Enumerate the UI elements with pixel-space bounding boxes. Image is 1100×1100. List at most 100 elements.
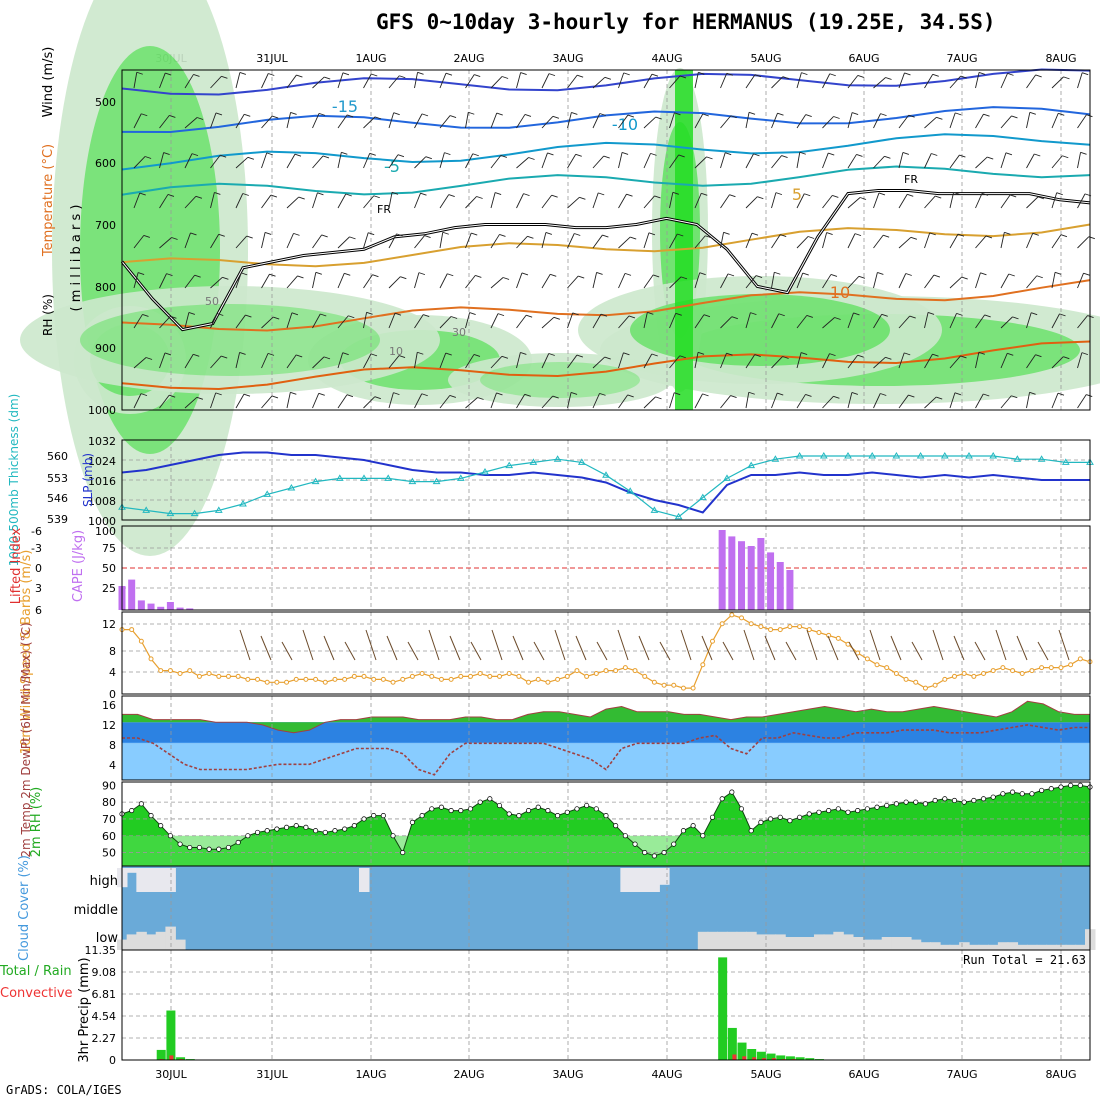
rh-light-area [448, 353, 672, 407]
wind-barb-flag [214, 192, 221, 195]
wind-speed-marker [158, 668, 164, 674]
wind-barb-10m [554, 629, 566, 661]
wind-barb [490, 234, 500, 249]
rh-marker [264, 828, 270, 834]
rh-marker [361, 816, 367, 822]
wind-barb [363, 153, 371, 169]
wind-barb [873, 314, 883, 329]
wind-barb [261, 194, 272, 209]
wind-speed-marker [593, 671, 599, 676]
wind-barb-flag [141, 113, 148, 117]
wind-barb-flag [317, 192, 324, 196]
wind-barb-flag [701, 192, 708, 196]
wind-tick: 4 [109, 666, 116, 679]
wind-barb [184, 354, 194, 369]
slp-tick: 1032 [88, 435, 116, 448]
cloud-low-cell [920, 942, 931, 950]
wind-speed-marker [477, 671, 483, 676]
wind-speed-marker [690, 685, 696, 691]
wind-barb [796, 315, 808, 329]
wind-barb [1077, 72, 1083, 89]
wind-barb-flag [983, 113, 990, 117]
wind-barb [159, 273, 167, 289]
cloud-low-cell [833, 931, 844, 950]
wind-barb-flag [523, 193, 530, 197]
wind-barb-flag [344, 272, 351, 276]
thickness-marker [142, 506, 151, 513]
wind-barb-flag [520, 72, 527, 75]
wind-barb-flag [374, 116, 382, 120]
wind-barb-flag [399, 75, 406, 79]
wind-barb-flag [929, 232, 936, 236]
rh-marker [409, 819, 415, 825]
wind-barb [873, 155, 885, 169]
xsec-y-tick: 600 [95, 157, 116, 170]
wind-barb [745, 354, 756, 369]
wind-barb [847, 75, 859, 89]
rh-marker [768, 816, 774, 822]
wind-barb [567, 275, 579, 289]
rh-marker [700, 833, 706, 839]
precip-ylabel-conv: Convective [0, 986, 73, 1001]
wind-barb [1026, 153, 1035, 169]
wind-barb [490, 155, 502, 169]
wind-barb-flag [833, 116, 840, 119]
wind-speed-marker [574, 668, 580, 674]
wind-barb [1000, 353, 1008, 369]
wind-barb-flag [1063, 356, 1070, 360]
precip-tick: 0 [109, 1054, 116, 1067]
wind-barb [490, 277, 504, 289]
rh-moist-area [480, 362, 640, 398]
wind-barb-flag [552, 395, 559, 399]
wind-barb-flag [369, 152, 376, 156]
rh-marker [835, 806, 841, 812]
rh-marker [187, 844, 193, 851]
wind-barb-flag [266, 152, 273, 156]
wind-barb-flag [960, 355, 967, 359]
wind-barb-flag [647, 311, 654, 315]
wind-barb-flag [885, 356, 892, 360]
wind-barb [1077, 114, 1087, 129]
wind-barb-flag [1029, 111, 1036, 115]
wind-barb-flag [315, 271, 322, 275]
wind-barb-flag [190, 232, 197, 236]
wind-barb-flag [1036, 275, 1043, 279]
lifted-tick: 0 [35, 562, 42, 575]
wind-barb-flag [959, 154, 966, 158]
wind-barb-flag [215, 112, 223, 116]
cape-bar [176, 607, 184, 610]
wind-speed-marker [487, 673, 493, 679]
wind-barb [159, 194, 169, 209]
wind-barb-10m [764, 635, 776, 661]
contour-label: 10 [389, 345, 403, 358]
wind-speed-marker [680, 685, 686, 691]
wind-barb-flag [374, 396, 381, 400]
wind-barb [669, 192, 674, 209]
wind-barb [184, 74, 194, 89]
wind-speed-marker [322, 679, 328, 685]
wind-barb [210, 355, 222, 369]
precip-total-bar [156, 1049, 166, 1060]
wind-barb-10m [407, 641, 419, 661]
rh-marker [274, 826, 280, 832]
thickness-marker [771, 455, 780, 462]
wind-barb [286, 112, 292, 129]
thickness-marker [698, 493, 707, 501]
wind-barb [1026, 196, 1039, 209]
wind-barb [159, 352, 166, 369]
wind-barb [720, 73, 728, 89]
rh-marker [845, 809, 851, 815]
wind-speed-marker [951, 673, 957, 679]
wind-barb [1077, 236, 1090, 249]
wind-speed-marker [661, 682, 667, 688]
rh-marker [864, 806, 870, 812]
wind-barb-flag [576, 354, 584, 358]
wind-speed-marker [835, 635, 841, 641]
wind-speed-marker [932, 682, 938, 688]
wind-barb-flag [648, 232, 656, 236]
wind-barb [516, 72, 522, 89]
wind-barb [1000, 73, 1008, 89]
thickness-marker [190, 509, 199, 517]
wind-barb-flag [655, 396, 662, 400]
wind-barb [771, 313, 780, 329]
